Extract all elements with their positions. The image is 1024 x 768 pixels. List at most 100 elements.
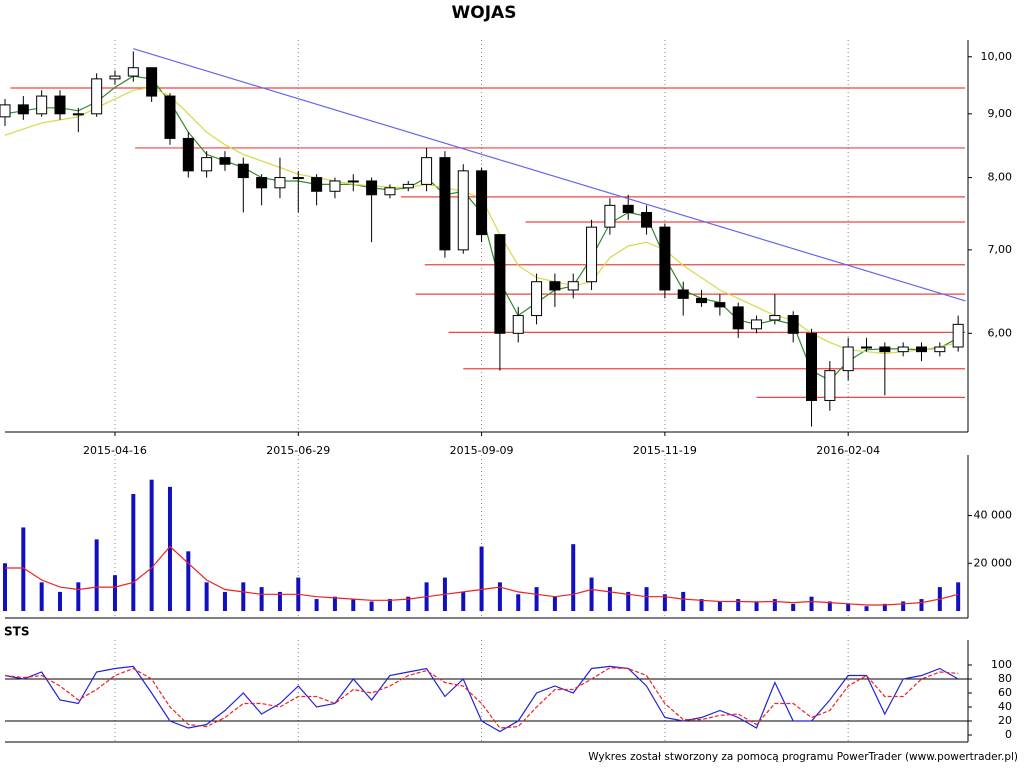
candle-body — [54, 95, 66, 115]
candle-body — [201, 157, 213, 172]
bar — [314, 599, 319, 611]
candle-body — [329, 180, 341, 192]
candle-body — [494, 234, 506, 334]
candle-body — [219, 157, 231, 165]
candle-body — [91, 78, 103, 115]
candle-body — [806, 332, 818, 401]
y-tick-label: 9,00 — [988, 107, 1013, 120]
bar — [204, 582, 209, 611]
candle-body — [916, 346, 927, 353]
candle-body — [952, 323, 964, 348]
candle-body — [17, 104, 29, 115]
bar — [241, 582, 246, 611]
candle-body — [36, 95, 48, 115]
x-tick-label: 2015-09-09 — [450, 444, 514, 457]
candle-body — [127, 67, 139, 77]
candle-body — [347, 180, 359, 183]
line — [5, 545, 959, 606]
candle-body — [586, 226, 598, 283]
bar — [901, 601, 906, 611]
bar — [387, 599, 392, 611]
bar — [131, 494, 136, 611]
candle-body — [182, 137, 194, 172]
bar — [21, 527, 26, 611]
bar — [717, 601, 722, 611]
bar — [516, 594, 521, 611]
candle-body — [549, 281, 561, 291]
bar — [571, 544, 576, 611]
candle-body — [732, 306, 744, 330]
y-tick-label: 20 — [998, 714, 1012, 727]
bar — [589, 577, 594, 611]
bar — [626, 591, 631, 611]
y-tick-label: 60 — [998, 686, 1012, 699]
candle-body — [292, 177, 304, 180]
candle-body — [384, 187, 396, 196]
bar — [607, 587, 612, 611]
candle-body — [146, 67, 158, 97]
bar — [94, 539, 99, 611]
y-tick-label: 40 — [998, 700, 1012, 713]
candle-body — [256, 177, 268, 189]
candle-body — [879, 346, 891, 353]
candle-body — [824, 370, 836, 401]
bar — [167, 486, 172, 611]
candle-body — [421, 157, 433, 185]
candle-body — [659, 226, 671, 291]
bar — [76, 582, 81, 611]
x-tick-label: 2015-11-19 — [633, 444, 697, 457]
candle-body — [366, 180, 378, 196]
candle-body — [861, 346, 873, 349]
y-tick-label: 20 000 — [974, 556, 1013, 569]
bar — [956, 582, 961, 611]
bar — [277, 591, 282, 611]
chart-title: WOJAS — [452, 3, 517, 23]
x-tick-label: 2015-06-29 — [266, 444, 330, 457]
candle-body — [769, 315, 781, 321]
bar — [222, 591, 227, 611]
y-tick-label: 10,00 — [981, 50, 1013, 63]
candle-body — [897, 346, 909, 353]
candle-body — [0, 104, 11, 118]
bar — [864, 606, 869, 611]
candle-body — [622, 204, 634, 214]
candle-body — [237, 163, 249, 179]
bar — [882, 603, 887, 611]
line — [4, 665, 959, 733]
candle-body — [72, 113, 84, 116]
candle-body — [751, 319, 763, 330]
bar — [699, 599, 704, 611]
bar — [369, 601, 374, 611]
candle-body — [567, 281, 579, 291]
bar — [57, 591, 62, 611]
candle-body — [714, 302, 726, 308]
bar — [112, 575, 117, 611]
candle-body — [641, 212, 653, 228]
candle-body — [531, 281, 543, 317]
candle-body — [439, 157, 451, 251]
bar — [497, 582, 502, 611]
bar — [332, 596, 337, 611]
bar — [846, 603, 851, 611]
x-tick-label: 2015-04-16 — [83, 444, 147, 457]
y-tick-label: 6,00 — [988, 326, 1013, 339]
bar — [479, 546, 484, 611]
bar — [919, 599, 924, 611]
bar — [681, 591, 686, 611]
candle-body — [402, 183, 414, 189]
bar — [3, 563, 7, 611]
bar — [827, 601, 832, 611]
y-tick-label: 40 000 — [974, 509, 1013, 522]
candle-body — [109, 75, 121, 80]
footer: Wykres został stworzony za pomocą progra… — [588, 751, 1018, 763]
candle-body — [787, 315, 799, 334]
panel-title: STS — [4, 625, 29, 639]
candle-body — [677, 289, 689, 299]
bar — [149, 479, 154, 611]
y-tick-label: 80 — [998, 672, 1012, 685]
y-tick-label: 0 — [1005, 728, 1012, 741]
bar — [552, 596, 557, 611]
bar — [644, 587, 649, 611]
